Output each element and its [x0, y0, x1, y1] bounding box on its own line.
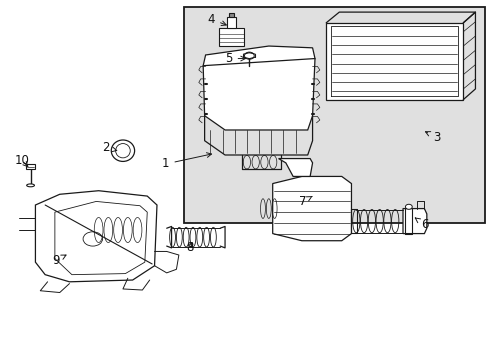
Polygon shape — [402, 208, 426, 234]
Ellipse shape — [27, 184, 34, 187]
Polygon shape — [325, 23, 462, 100]
Text: 1: 1 — [162, 153, 211, 170]
Polygon shape — [203, 59, 314, 130]
Circle shape — [405, 204, 411, 209]
Polygon shape — [203, 46, 314, 71]
Text: 10: 10 — [14, 154, 29, 167]
Polygon shape — [26, 164, 35, 169]
Text: 2: 2 — [102, 141, 117, 154]
Text: 3: 3 — [425, 131, 439, 144]
Polygon shape — [228, 13, 233, 18]
Text: 7: 7 — [299, 195, 311, 208]
Text: 8: 8 — [186, 241, 193, 255]
Polygon shape — [219, 28, 243, 46]
Polygon shape — [226, 18, 236, 28]
Text: 4: 4 — [207, 13, 226, 26]
Text: 5: 5 — [225, 52, 245, 65]
Bar — [183, 7, 484, 223]
Polygon shape — [35, 191, 157, 282]
Text: 6: 6 — [414, 218, 427, 231]
Polygon shape — [278, 158, 312, 176]
Polygon shape — [272, 176, 351, 241]
Text: 9: 9 — [52, 254, 66, 267]
Circle shape — [244, 52, 254, 59]
